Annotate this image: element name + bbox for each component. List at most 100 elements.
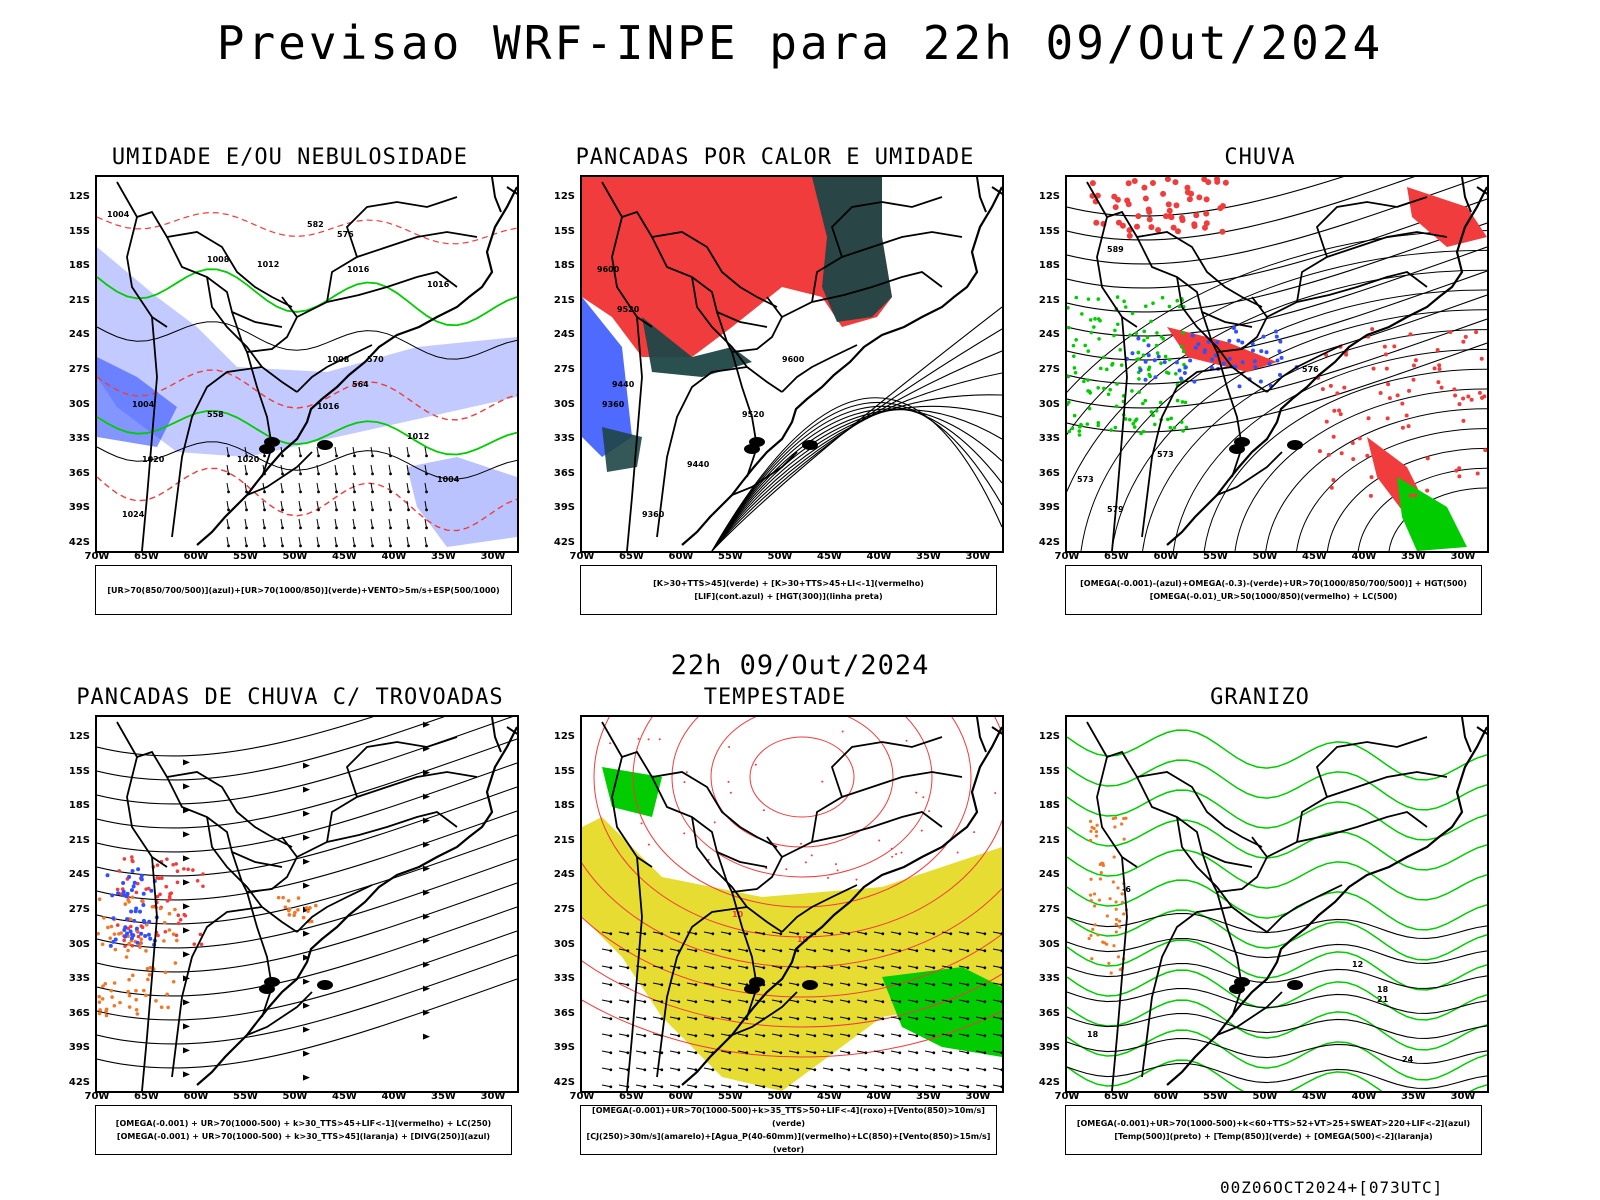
geopotential-contour: [1067, 177, 1415, 241]
height-300-contour: [711, 408, 1002, 551]
lat-tick-label: 24S: [553, 329, 575, 341]
wind-vector-850-head: [711, 966, 715, 970]
lat-tick-label: 42S: [553, 537, 575, 548]
flow-arrow: [303, 954, 310, 961]
lat-tick-label: 36S: [68, 1007, 90, 1019]
temp-850-contour: [1067, 909, 1487, 961]
lon-tick-label: 70W: [84, 551, 110, 562]
rain-green-pixel: [1119, 363, 1124, 367]
lon-tick-label: 45W: [817, 1091, 842, 1102]
flow-arrow: [423, 1033, 430, 1040]
coastline: [681, 186, 1002, 546]
thunder-red-pixel: [122, 938, 126, 943]
rain-red-pixel: [1394, 486, 1399, 491]
rain-red-pixel: [1160, 190, 1167, 197]
rain-red-pixel: [1133, 223, 1140, 230]
wind-vector-850-head: [949, 1051, 953, 1055]
lat-tick-label: 18S: [553, 260, 575, 272]
temp-850-contour: [1067, 819, 1487, 871]
lat-tick-label: 36S: [1038, 467, 1060, 479]
rain-red-pixel: [1125, 180, 1132, 187]
wind-vector-head: [425, 544, 428, 548]
border-line: [611, 756, 653, 868]
wind-vector-850-head: [796, 1051, 800, 1055]
wind-vector-head: [335, 454, 338, 458]
coastline: [1166, 726, 1487, 1086]
lon-tick-label: 30W: [965, 551, 991, 562]
wind-vector-850: [652, 1084, 662, 1088]
wind-vector-850-head: [745, 1085, 749, 1089]
lat-tick-label: 42S: [553, 1077, 575, 1088]
wind-vector-850: [618, 948, 628, 952]
wind-vector-850: [754, 1016, 764, 1020]
rain-green-pixel: [1183, 400, 1188, 405]
wind-vector-850: [669, 1084, 679, 1088]
wind-vector-850: [703, 999, 713, 1003]
precipitable-water-dot: [707, 858, 710, 861]
thunder-orange-pixel: [162, 939, 166, 943]
thunder-orange-pixel: [144, 949, 148, 953]
precipitable-water-dot: [647, 738, 650, 741]
omega-500-dot: [1093, 923, 1097, 927]
height-500-contour: [1067, 249, 1487, 436]
wind-vector-850-head: [864, 1085, 868, 1089]
rain-red-pixel: [1482, 394, 1487, 399]
lat-tick-label: 21S: [1038, 294, 1060, 306]
wind-vector-850: [805, 1050, 815, 1054]
wind-vector-850-head: [830, 1068, 834, 1072]
border-line: [691, 276, 783, 393]
wind-vector-850-head: [881, 1017, 885, 1021]
rain-area-ne: [1407, 187, 1487, 247]
humidity-core: [97, 357, 177, 447]
temp-850-contour: [1067, 999, 1487, 1051]
lat-tick-label: 33S: [68, 973, 90, 985]
thunder-orange-pixel: [296, 908, 300, 912]
wind-vector-head: [281, 526, 284, 530]
geopotential-contour: [1067, 177, 1344, 217]
streamline-250: [97, 717, 445, 781]
wind-vector-850: [635, 1033, 645, 1037]
rain-red-pixel: [1168, 214, 1175, 221]
border-line: [1296, 231, 1448, 303]
wind-vector-850-head: [966, 1034, 970, 1038]
coastline: [196, 726, 517, 1086]
flow-arrow: [303, 786, 310, 793]
height-300-contour: [711, 372, 1002, 551]
height-500-contour: [1172, 348, 1487, 551]
wind-vector-850-head: [745, 949, 749, 953]
omega-500-dot: [1090, 957, 1094, 961]
wind-vector-850-head: [609, 949, 613, 953]
wind-vector-850-head: [779, 1068, 783, 1072]
rain-blue-pixel: [1236, 338, 1241, 343]
rain-green-pixel: [1151, 301, 1155, 306]
wind-vector-head: [281, 454, 284, 458]
temp-850-contour: [1067, 879, 1487, 931]
contour-label: 9520: [742, 410, 765, 419]
wind-vector-850-head: [932, 1017, 936, 1021]
wind-vector-850: [975, 999, 985, 1003]
wind-vector-850-head: [660, 1000, 664, 1004]
wind-vector-850-head: [898, 966, 902, 970]
rain-green-pixel: [1067, 402, 1069, 407]
lat-tick-label: 15S: [1038, 225, 1060, 237]
flow-arrow: [303, 1026, 310, 1033]
lon-tick-label: 55W: [718, 1091, 743, 1102]
wind-vector-850-head: [711, 1034, 715, 1038]
lon-tick-label: 55W: [718, 551, 743, 562]
legend-line: [LIF](cont.azul) + [HGT(300)](linha pret…: [694, 592, 883, 601]
wind-vector-850: [907, 1050, 917, 1054]
wind-vector-850: [771, 931, 781, 935]
rain-green-pixel: [1163, 354, 1168, 359]
wind-vector-850: [924, 982, 934, 986]
wind-vector-850: [669, 982, 679, 986]
rain-blue-pixel: [1259, 349, 1264, 354]
wind-vector-850-head: [1000, 966, 1002, 970]
rain-green-pixel: [1106, 392, 1111, 397]
wind-vector-850: [601, 999, 611, 1003]
border-line: [345, 736, 458, 798]
rain-green-pixel: [1130, 389, 1134, 393]
wind-vector-850: [890, 965, 900, 969]
wind-vector: [280, 500, 284, 510]
wind-vector-850: [771, 965, 781, 969]
flow-arrow: [183, 783, 190, 790]
